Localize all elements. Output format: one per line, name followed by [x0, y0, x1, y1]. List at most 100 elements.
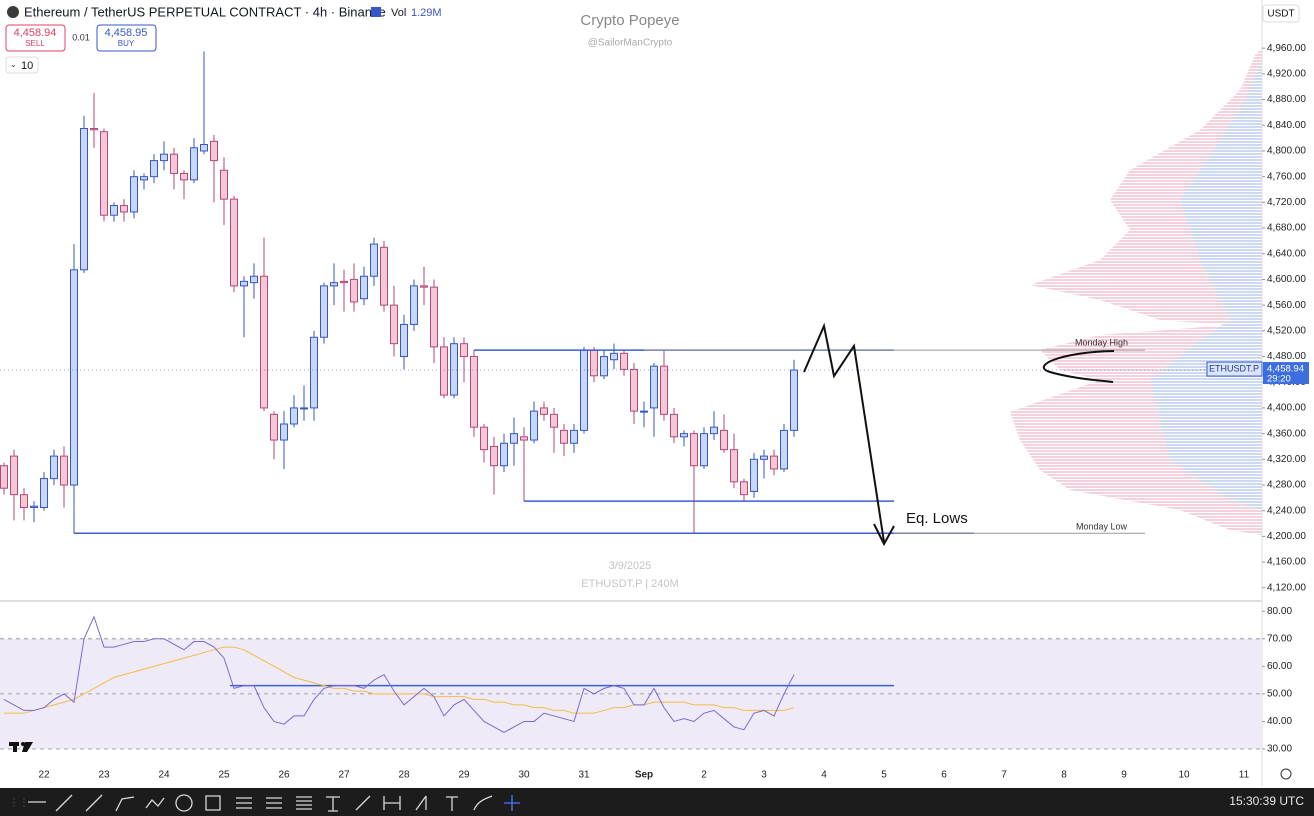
y-tick-label: 4,200.00: [1267, 531, 1306, 542]
tool-icon: [175, 794, 193, 812]
watermark-symbol: ETHUSDT.P | 240M: [581, 578, 678, 590]
vol-value: 1.29M: [411, 7, 442, 19]
candle-body: [100, 131, 108, 216]
volume-profile: [1000, 48, 1262, 538]
grip: ⋮⋮: [9, 798, 29, 809]
arrow-head: [873, 523, 895, 547]
settings-icon[interactable]: [1280, 768, 1292, 780]
x-tick-label: 23: [98, 770, 110, 781]
last-price-tag: [1206, 361, 1263, 377]
x-tick-label: 6: [941, 770, 947, 781]
sell-price: 4,458.94: [14, 27, 57, 39]
toolbar: [0, 788, 1314, 816]
candle-body: [90, 127, 98, 131]
candle-body: [440, 346, 448, 396]
candle-body: [410, 285, 418, 325]
candle-body: [470, 356, 478, 428]
buy-button[interactable]: [96, 24, 157, 52]
y-tick-label: 70.00: [1267, 633, 1292, 644]
price-tag-countdown: 29:20: [1267, 374, 1291, 385]
loop-drawing: [1042, 350, 1115, 383]
rsi-line: [3, 615, 795, 734]
y-tick-label: 4,640.00: [1267, 248, 1306, 259]
tool-icon: [145, 797, 165, 809]
x-tick-label: 11: [1239, 770, 1250, 781]
tool-icon: [415, 795, 427, 811]
tool-icon: [504, 795, 520, 811]
candle-body: [760, 455, 768, 460]
candle-body: [510, 433, 518, 444]
y-tick-label: 4,760.00: [1267, 171, 1306, 182]
y-tick-label: 80.00: [1267, 606, 1292, 617]
y-tick-label: 4,960.00: [1267, 43, 1306, 54]
candle-body: [0, 465, 8, 489]
candle-body: [340, 280, 348, 284]
tool-icon: [205, 795, 221, 811]
vol-label: Vol: [391, 7, 406, 19]
y-tick-label: 60.00: [1267, 661, 1292, 672]
y-tick-label: 4,920.00: [1267, 69, 1306, 80]
x-tick-label: 3: [761, 770, 767, 781]
y-tick-label: 4,800.00: [1267, 146, 1306, 157]
candle-body: [170, 153, 178, 174]
candle-body: [680, 433, 688, 438]
x-tick-label: 22: [38, 770, 50, 781]
candle-body: [500, 442, 508, 467]
y-tick-label: 30.00: [1267, 744, 1292, 755]
candle-body: [430, 286, 438, 348]
candle-body: [600, 356, 608, 377]
x-tick-label: 26: [278, 770, 290, 781]
x-tick-label: 9: [1121, 770, 1127, 781]
candle-body: [480, 426, 488, 451]
y-tick-label: 4,160.00: [1267, 557, 1306, 568]
candle-body: [570, 429, 578, 444]
x-tick-label: 4: [821, 770, 827, 781]
quantity-box[interactable]: [5, 56, 39, 74]
drawing-tools: ⋮⋮: [9, 794, 520, 812]
candle-body: [720, 429, 728, 451]
candle-body: [270, 413, 278, 441]
clock: 15:30:39 UTC: [1229, 794, 1304, 808]
symbol-icon: [7, 6, 19, 18]
candle-body: [230, 198, 238, 287]
currency-button[interactable]: [1262, 4, 1300, 23]
y-tick-label: 50.00: [1267, 689, 1292, 700]
hand-drawing: [803, 322, 1115, 547]
candle-body: [700, 433, 708, 467]
quantity: 10: [21, 60, 33, 72]
x-tick-label: 29: [458, 770, 470, 781]
y-tick-label: 4,880.00: [1267, 94, 1306, 105]
candle-body: [190, 147, 198, 181]
candle-body: [180, 172, 188, 181]
candle-body: [360, 275, 368, 300]
price-tag-value: 4,458.94: [1267, 364, 1304, 375]
candle-body: [60, 455, 68, 486]
tool-icon: [383, 796, 401, 810]
candle-body: [540, 407, 548, 415]
tool-icon: [55, 794, 73, 812]
tool-icon: [115, 796, 135, 812]
tool-icon: [296, 796, 312, 810]
sell-button[interactable]: [5, 24, 66, 52]
tool-icon: [473, 795, 493, 811]
candle-body: [120, 205, 128, 213]
candle-body: [610, 352, 618, 361]
y-tick-label: 4,720.00: [1267, 197, 1306, 208]
tool-icon: [446, 796, 458, 811]
tv-logo: [9, 742, 33, 752]
x-tick-label: 31: [578, 770, 590, 781]
candle-body: [140, 176, 148, 181]
candle-body: [450, 343, 458, 396]
x-tick-label: 25: [218, 770, 230, 781]
candle-body: [730, 449, 738, 483]
candle-body: [240, 280, 248, 287]
tool-icon: [236, 797, 252, 809]
candle-body: [620, 352, 628, 370]
symbol-title: Ethereum / TetherUS PERPETUAL CONTRACT ·…: [24, 4, 386, 19]
candle-body: [750, 458, 758, 492]
candle-body: [790, 369, 798, 431]
candle-body: [370, 243, 378, 277]
x-tick-label: 7: [1001, 770, 1007, 781]
candle-body: [350, 278, 358, 303]
tool-icon: [85, 794, 103, 812]
